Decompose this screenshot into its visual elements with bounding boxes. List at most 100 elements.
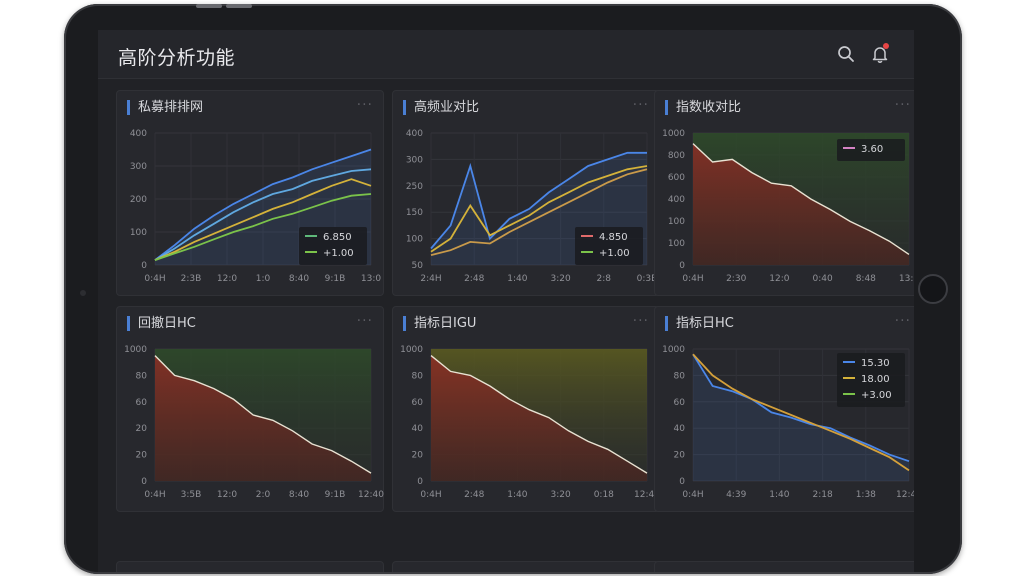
y-tick-label: 60 bbox=[674, 398, 686, 408]
x-tick-label: 12:0 bbox=[217, 274, 237, 284]
card-partial bbox=[654, 561, 914, 572]
card-title: 指数收对比 bbox=[665, 100, 741, 115]
card-title: 私募排排网 bbox=[127, 100, 203, 115]
x-tick-label: 0:40 bbox=[812, 274, 832, 284]
page-title: 高阶分析功能 bbox=[118, 47, 236, 69]
more-icon[interactable]: ··· bbox=[356, 313, 373, 329]
x-tick-label: 8:40 bbox=[289, 274, 309, 284]
y-tick-label: 100 bbox=[406, 235, 423, 245]
y-tick-label: 250 bbox=[406, 182, 423, 192]
chart-card[interactable]: 私募排排网 ··· 400 300 200 100 0 0:4H 2:3B 12:0 1:0 8:40… bbox=[116, 90, 384, 296]
more-icon[interactable]: ··· bbox=[632, 97, 649, 113]
legend-box bbox=[837, 139, 905, 161]
legend-label: +1.00 bbox=[323, 248, 354, 259]
legend-label: 6.850 bbox=[323, 232, 352, 243]
y-tick-label: 60 bbox=[136, 398, 148, 408]
y-tick-label: 150 bbox=[406, 208, 423, 218]
y-tick-label: 100 bbox=[668, 239, 685, 249]
legend-label: +3.00 bbox=[861, 390, 892, 401]
screen: 高阶分析功能 私募排排网 ··· 400 300 200 100 0 0:4H 2:3B 12:0… bbox=[98, 30, 914, 572]
y-tick-label: 100 bbox=[130, 228, 147, 238]
search-icon[interactable] bbox=[836, 44, 856, 64]
y-tick-label: 1000 bbox=[124, 345, 147, 355]
chart-card[interactable]: 指数收对比 ··· 1000 800 600 400 100 100 0 0:4H 2:30 12:0… bbox=[654, 90, 914, 296]
x-tick-label: 2:30 bbox=[726, 274, 746, 284]
more-icon[interactable]: ··· bbox=[632, 313, 649, 329]
y-tick-label: 400 bbox=[406, 129, 423, 139]
series-line bbox=[692, 353, 910, 463]
series-line bbox=[430, 165, 648, 253]
x-tick-label: 3:20 bbox=[550, 490, 570, 500]
x-tick-label: 2:48 bbox=[464, 274, 484, 284]
y-tick-label: 400 bbox=[130, 129, 147, 139]
volume-button bbox=[196, 4, 222, 8]
x-tick-label: 0:4H bbox=[420, 490, 441, 500]
chart-card[interactable]: 回撤日HC ··· 1000 80 60 20 20 0 0:4H 3:5B 12:0 2:0 8:40… bbox=[116, 306, 384, 512]
y-tick-label: 600 bbox=[668, 173, 685, 183]
legend-label: 18.00 bbox=[861, 374, 890, 385]
series-line bbox=[430, 151, 647, 250]
y-tick-label: 800 bbox=[668, 151, 685, 161]
series-line bbox=[154, 355, 372, 474]
x-tick-label: 12:0 bbox=[217, 490, 237, 500]
x-tick-label: 2:3B bbox=[181, 274, 202, 284]
y-tick-label: 200 bbox=[130, 195, 147, 205]
chart-plot: 400 300 250 150 100 50 2:4H 2:48 1:40 3:20 2:8 0:3B… bbox=[406, 129, 658, 284]
card-title: 高频业对比 bbox=[403, 100, 479, 115]
chart-plot: 400 300 200 100 0 0:4H 2:3B 12:0 1:0 8:40 9:1B 13:0… bbox=[130, 129, 382, 284]
x-tick-label: 1:40 bbox=[507, 490, 527, 500]
area-fill bbox=[431, 355, 647, 481]
x-tick-label: 0:4H bbox=[144, 274, 165, 284]
y-tick-label: 0 bbox=[417, 477, 423, 487]
legend-label: +1.00 bbox=[599, 248, 630, 259]
bell-icon[interactable] bbox=[870, 43, 890, 64]
x-tick-label: 1:0 bbox=[256, 274, 271, 284]
y-tick-label: 80 bbox=[674, 371, 686, 381]
x-tick-label: 0:4H bbox=[682, 274, 703, 284]
y-tick-label: 400 bbox=[668, 195, 685, 205]
x-tick-label: 2:18 bbox=[812, 490, 832, 500]
app-header: 高阶分析功能 bbox=[98, 30, 914, 79]
y-tick-label: 40 bbox=[412, 424, 424, 434]
series-line bbox=[692, 353, 910, 472]
series-line bbox=[692, 143, 910, 255]
x-tick-label: 2:48 bbox=[464, 490, 484, 500]
y-tick-label: 300 bbox=[130, 162, 147, 172]
x-tick-label: 2:8 bbox=[597, 274, 612, 284]
more-icon[interactable]: ··· bbox=[894, 313, 911, 329]
home-button[interactable] bbox=[918, 274, 948, 304]
y-tick-label: 20 bbox=[412, 451, 424, 461]
x-tick-label: 3:5B bbox=[181, 490, 202, 500]
chart-card[interactable]: 高频业对比 ··· 400 300 250 150 100 50 2:4H 2:48 1:40 3:2… bbox=[392, 90, 660, 296]
more-icon[interactable]: ··· bbox=[894, 97, 911, 113]
more-icon[interactable]: ··· bbox=[356, 97, 373, 113]
card-title: 指标日HC bbox=[665, 316, 734, 331]
y-tick-label: 80 bbox=[412, 371, 424, 381]
chart-plot: 1000 80 60 40 20 0 0:4H 4:39 1:40 2:18 1:38 12:40 15… bbox=[662, 345, 914, 500]
series-line bbox=[154, 178, 372, 261]
x-tick-label: 12:0 bbox=[769, 274, 789, 284]
x-tick-label: 2:0 bbox=[256, 490, 271, 500]
y-tick-label: 1000 bbox=[662, 129, 685, 139]
card-title: 指标日IGU bbox=[403, 316, 476, 331]
card-partial bbox=[116, 561, 384, 572]
area-fill bbox=[693, 354, 909, 481]
x-tick-label: 13:0 bbox=[361, 274, 381, 284]
power-button bbox=[226, 4, 252, 8]
chart-plot: 1000 80 60 40 20 0 0:4H 2:48 1:40 3:20 0:18 12:40 bbox=[400, 345, 660, 500]
legend-label: 3.60 bbox=[861, 144, 883, 155]
series-line bbox=[154, 148, 372, 261]
x-tick-label: 1:40 bbox=[507, 274, 527, 284]
y-tick-label: 80 bbox=[136, 371, 148, 381]
x-tick-label: 0:3B bbox=[637, 274, 658, 284]
y-tick-label: 1000 bbox=[662, 345, 685, 355]
x-tick-label: 0:18 bbox=[594, 490, 614, 500]
y-tick-label: 0 bbox=[141, 477, 147, 487]
chart-card[interactable]: 指标日HC ··· 1000 80 60 40 20 0 0:4H 4:39 1:40 2:18 1:3… bbox=[654, 306, 914, 512]
series-line bbox=[154, 168, 372, 261]
y-tick-label: 20 bbox=[136, 424, 148, 434]
chart-card[interactable]: 指标日IGU ··· 1000 80 60 40 20 0 0:4H 2:48 1:40 3:20 0:… bbox=[392, 306, 660, 512]
series-line bbox=[154, 193, 372, 261]
y-tick-label: 40 bbox=[674, 424, 686, 434]
